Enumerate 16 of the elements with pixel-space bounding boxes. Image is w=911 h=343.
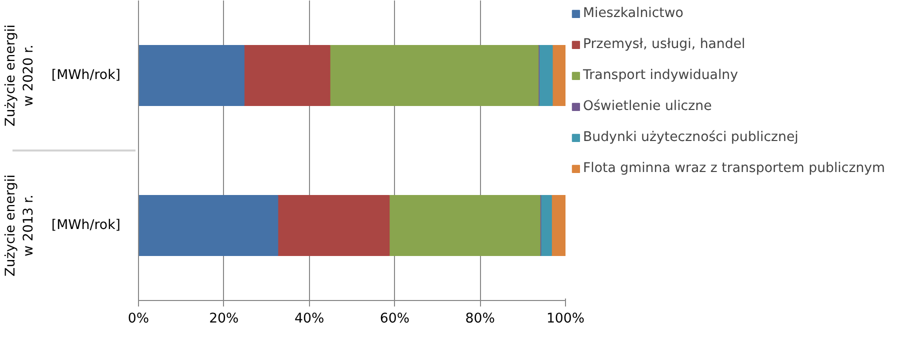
x-tick-label: 60% (380, 312, 410, 326)
x-tick-label: 100% (546, 312, 585, 326)
x-tick-label: 40% (294, 312, 324, 326)
legend-label: Flota gminna wraz z transportem publicznym (583, 161, 886, 176)
y-tick-label: [MWh/rok] (51, 68, 121, 83)
legend-label: Przemysł, usługi, handel (583, 37, 746, 52)
text: Zużycie energii w 2020 r. (3, 24, 36, 126)
legend-label: Transport indywidualny (583, 68, 738, 83)
legend-label: Mieszkalnictwo (583, 6, 684, 21)
x-tick-label: 0% (128, 312, 150, 326)
y-tick-label: [MWh/rok] (51, 218, 121, 233)
legend-label: Oświetlenie uliczne (583, 99, 712, 114)
text: Zużycie energii w 2013 r. (3, 174, 36, 276)
legend-label: Budynki użyteczności publicznej (583, 130, 798, 145)
x-tick-label: 80% (465, 312, 495, 326)
x-tick-label: 20% (209, 312, 239, 326)
